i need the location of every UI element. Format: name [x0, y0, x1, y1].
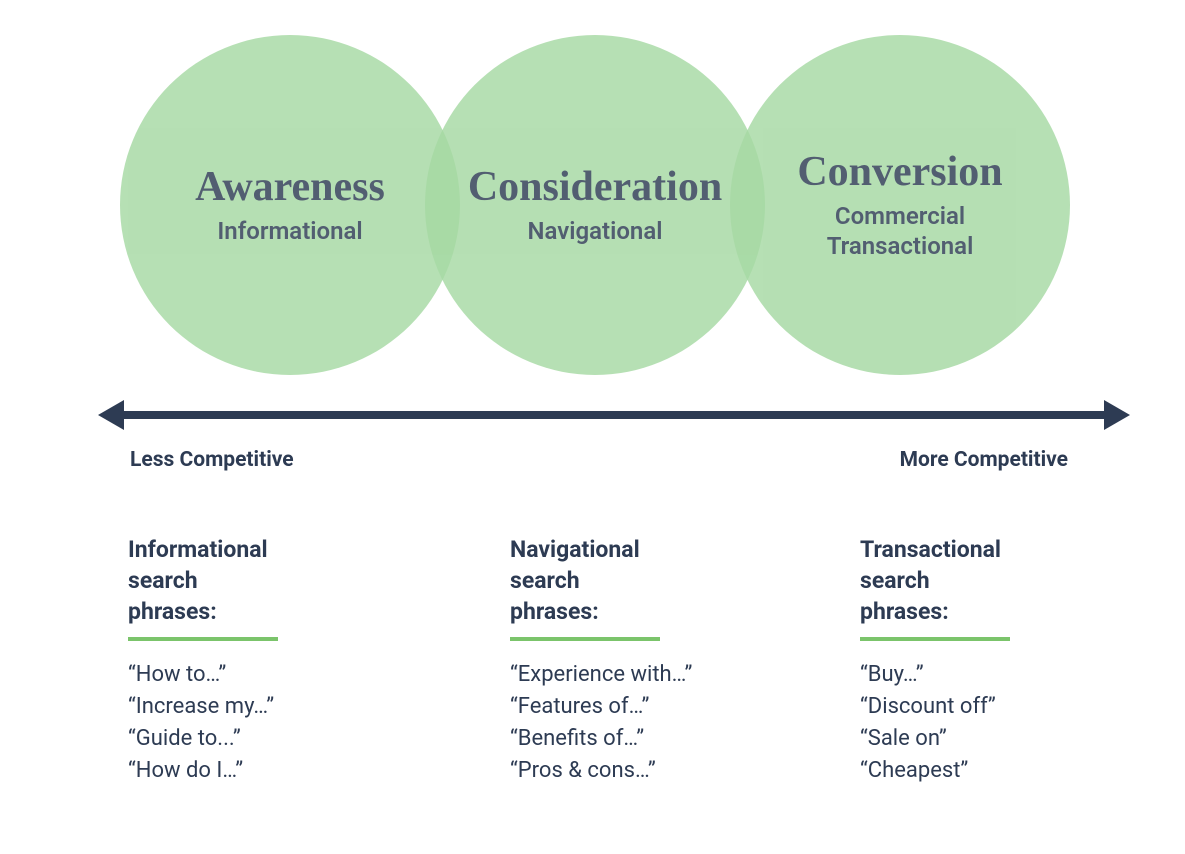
stage-title: Consideration [468, 164, 722, 210]
phrase-item: “Pros & cons…” [510, 755, 770, 787]
phrase-item: “Features of…” [510, 691, 770, 723]
divider [860, 637, 1010, 641]
competition-axis-arrow [98, 398, 1130, 432]
stage-circle-consideration: Consideration Navigational [425, 35, 765, 375]
axis-label-left: Less Competitive [130, 448, 294, 472]
phrase-item: “Experience with…” [510, 659, 770, 691]
divider [510, 637, 660, 641]
phrase-item: “Buy…” [860, 659, 1120, 691]
stage-title: Awareness [195, 164, 385, 210]
phrase-column-informational: Informational search phrases: “How to…” … [128, 534, 388, 787]
phrase-item: “Sale on” [860, 723, 1120, 755]
phrase-item: “Cheapest” [860, 755, 1120, 787]
stage-title: Conversion [797, 149, 1002, 195]
diagram-canvas: Awareness Informational Consideration Na… [0, 0, 1185, 854]
phrase-item: “How to…” [128, 659, 388, 691]
phrase-heading: Informational search phrases: [128, 534, 388, 627]
phrase-heading: Navigational search phrases: [510, 534, 770, 627]
axis-label-right: More Competitive [900, 448, 1068, 472]
phrase-item: “How do I…” [128, 755, 388, 787]
stage-circle-conversion: Conversion Commercial Transactional [730, 35, 1070, 375]
stage-subtitle: Commercial Transactional [827, 201, 974, 261]
stage-subtitle: Navigational [528, 216, 663, 246]
divider [128, 637, 278, 641]
phrase-item: “Discount off” [860, 691, 1120, 723]
phrase-item: “Guide to...” [128, 723, 388, 755]
phrase-item: “Increase my…” [128, 691, 388, 723]
stage-circle-awareness: Awareness Informational [120, 35, 460, 375]
phrase-item: “Benefits of…” [510, 723, 770, 755]
phrase-column-transactional: Transactional search phrases: “Buy…” “Di… [860, 534, 1120, 787]
stage-subtitle: Informational [217, 216, 362, 246]
phrase-column-navigational: Navigational search phrases: “Experience… [510, 534, 770, 787]
phrase-heading: Transactional search phrases: [860, 534, 1120, 627]
double-arrow-icon [98, 398, 1130, 432]
